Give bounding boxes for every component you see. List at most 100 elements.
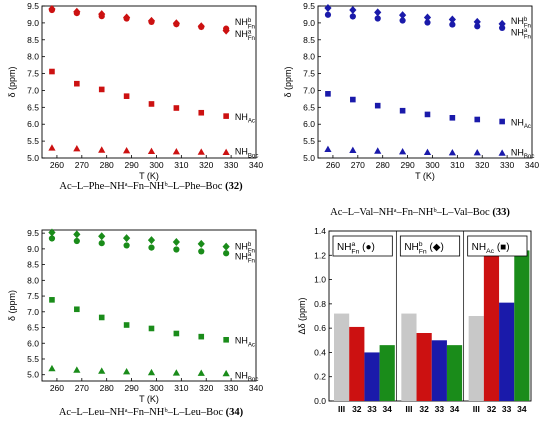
y-tick-label: 5.5: [303, 136, 315, 146]
x-tick-label: 330: [224, 383, 238, 393]
y-tick-label: 0.8: [314, 299, 326, 309]
y-tick-label: 0.4: [314, 347, 326, 357]
data-point: [74, 80, 80, 87]
y-tick-label: 1.2: [314, 250, 326, 260]
x-tick-label: 260: [50, 383, 64, 393]
data-point: [123, 242, 130, 249]
x-tick-label: 32: [352, 404, 362, 414]
y-tick-label: 8.0: [27, 275, 39, 285]
y-tick-label: 0.2: [314, 372, 326, 382]
data-point: [197, 369, 205, 376]
x-tick-label: 300: [425, 160, 439, 170]
data-point: [98, 86, 105, 93]
x-tick-label: 34: [517, 404, 527, 414]
data-point: [49, 297, 55, 303]
bar-chart: 0.0 0.2 0.4 0.6 0.8 1.0 1.2 1.4 Δδ (ppm) III 32 33 3…: [297, 226, 532, 414]
x-tick-label: 320: [199, 160, 213, 170]
data-point: [498, 149, 506, 156]
data-point: [324, 145, 332, 153]
group-label-box: [399, 235, 461, 257]
data-point: [98, 146, 106, 153]
plot-frame: [317, 5, 533, 159]
x-tick-label: III: [338, 404, 345, 414]
y-tick-label: 6.0: [27, 338, 39, 348]
caption-compound-33: Ac–L–Val–NHᵃ–Fn–NHᵇ–L–Val–Boc (33): [330, 207, 510, 218]
data-point: [49, 68, 55, 75]
x-tick-label: 300: [149, 160, 163, 170]
scatter-chart-1: 260 270 280 290 300 310 320 330 340 5.0 5.5 6.0 6.5 7…: [7, 1, 263, 181]
data-point: [197, 239, 205, 248]
data-point: [74, 306, 80, 313]
data-point: [448, 15, 456, 24]
data-point: [198, 248, 205, 255]
data-point: [123, 93, 130, 99]
y-tick-label: 7.0: [27, 307, 39, 317]
data-point: [48, 144, 56, 151]
series-label: NHa Fn: [235, 29, 255, 42]
data-point: [48, 235, 56, 242]
data-point: [148, 244, 155, 251]
data-point: [147, 147, 156, 155]
data-point: [98, 367, 106, 374]
data-point: [222, 148, 230, 156]
y-tick-label: 5.5: [27, 136, 39, 146]
x-tick-label: 32: [487, 404, 497, 414]
series-label: NHAc: [511, 118, 531, 131]
group-label-box: [467, 235, 528, 257]
y-tick-label: 9.0: [303, 18, 315, 28]
data-point: [73, 144, 81, 152]
y-tick-label: 9.5: [27, 1, 39, 11]
x-tick-label: 34: [450, 404, 460, 414]
bar: [379, 345, 395, 401]
data-point: [399, 147, 407, 155]
data-point: [123, 322, 130, 328]
plot-frame: [41, 229, 257, 382]
bar: [364, 352, 380, 401]
data-point: [173, 330, 180, 337]
data-point: [172, 237, 180, 246]
data-point: [147, 236, 156, 245]
data-point: [473, 148, 481, 156]
x-tick-label: 320: [199, 383, 213, 393]
series-label: NHb Fn: [235, 241, 255, 254]
data-point: [223, 336, 229, 343]
y-axis-label: Δδ (ppm): [297, 297, 307, 334]
data-point: [223, 113, 229, 119]
x-tick-label: 34: [382, 404, 392, 414]
data-point: [499, 24, 506, 32]
x-axis-label: T (K): [139, 394, 159, 404]
data-point: [123, 367, 131, 375]
x-tick-label: 340: [525, 160, 539, 170]
data-point: [399, 107, 406, 114]
x-tick-label: 270: [75, 160, 89, 170]
data-point: [198, 333, 205, 340]
y-tick-label: 5.0: [27, 370, 39, 380]
x-tick-label: 290: [400, 160, 414, 170]
series-label: NHb Fn: [511, 16, 531, 29]
x-tick-label: 340: [249, 383, 263, 393]
x-axis-label: T (K): [415, 171, 435, 181]
x-tick-label: 290: [124, 383, 138, 393]
bar: [431, 340, 447, 401]
data-point: [148, 325, 155, 332]
data-point: [73, 366, 81, 373]
group-label-box: [332, 235, 393, 257]
data-point: [449, 115, 456, 121]
x-tick-label: 300: [149, 383, 163, 393]
data-point: [349, 6, 357, 15]
data-point: [48, 6, 56, 14]
x-tick-label: 290: [124, 160, 138, 170]
bar: [499, 302, 515, 401]
bar: [334, 313, 350, 401]
bar: [483, 244, 500, 401]
data-point: [350, 96, 356, 103]
y-tick-label: 8.5: [27, 260, 39, 270]
bar: [514, 250, 530, 401]
x-axis-label: T (K): [139, 171, 159, 181]
y-axis-label: δ (ppm): [7, 66, 17, 97]
y-tick-label: 5.0: [27, 153, 39, 163]
y-tick-label: 9.5: [303, 1, 315, 11]
x-tick-label: 33: [502, 404, 512, 414]
y-tick-label: 7.5: [27, 291, 39, 301]
